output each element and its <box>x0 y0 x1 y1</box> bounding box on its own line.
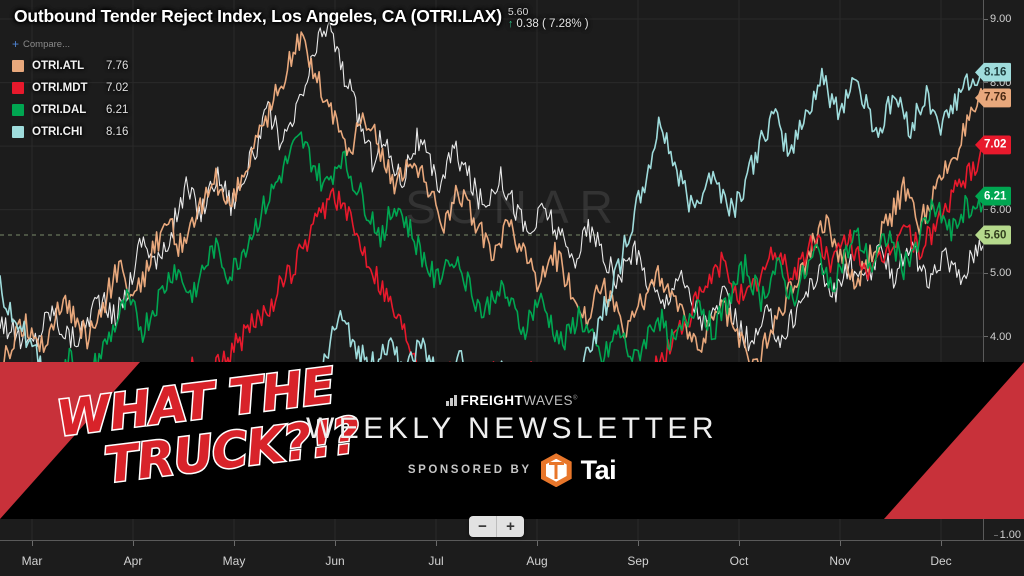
x-axis-tick-mark <box>537 541 538 546</box>
legend-series-name: OTRI.CHI <box>32 126 83 138</box>
sponsor-name: Tai <box>580 454 617 485</box>
legend-series-value: 7.76 <box>106 60 129 72</box>
y-axis-tick-5-00: 5.00 <box>984 267 1011 279</box>
series-line-otri-atl <box>0 31 983 375</box>
x-axis-tick-jun: Jun <box>325 554 345 568</box>
legend-color-swatch <box>12 126 24 138</box>
legend-series-name: OTRI.ATL <box>32 60 85 72</box>
x-axis-tick-mark <box>840 541 841 546</box>
price-tag-7-76: 7.76 <box>975 88 1012 108</box>
banner-headline: WEEKLY NEWSLETTER <box>305 412 719 446</box>
x-axis-tick-oct: Oct <box>729 554 749 568</box>
zoom-controls[interactable]: − + <box>469 516 524 537</box>
compare-label: Compare... <box>23 38 71 50</box>
legend-series-value: 7.02 <box>106 82 129 94</box>
x-axis-tick-may: May <box>222 554 246 568</box>
corner-tick-label: 1.00 <box>999 529 1021 541</box>
change-text: 0.38 ( 7.28% ) <box>516 18 589 31</box>
price-tag-6-21: 6.21 <box>975 186 1012 206</box>
x-axis[interactable]: Mar Apr May Jun Jul Aug Sep Oct Nov Dec 1.00 <box>0 529 1024 576</box>
y-axis-corner-tick: 1.00 <box>993 529 1021 541</box>
brand-bold: FREIGHT <box>460 392 524 408</box>
x-axis-tick-sep: Sep <box>627 554 649 568</box>
x-axis-tick-mark <box>335 541 336 546</box>
x-axis-tick-mark <box>941 541 942 546</box>
arrow-up-icon: ↑ <box>507 17 514 30</box>
quote-block: 5.60 ↑ 0.38 ( 7.28% ) <box>507 6 589 30</box>
legend-item-otri-mdt[interactable]: OTRI.MDT 7.02 <box>12 77 128 99</box>
y-axis-tick-9-00: 9.00 <box>984 13 1011 25</box>
series-line-otri-lax <box>0 20 983 352</box>
legend-item-otri-dal[interactable]: OTRI.DAL 6.21 <box>12 99 128 121</box>
legend-item-otri-chi[interactable]: OTRI.CHI 8.16 <box>12 121 128 143</box>
legend-color-swatch <box>12 104 24 116</box>
legend-series-value: 6.21 <box>106 104 129 116</box>
x-axis-tick-aug: Aug <box>526 554 548 568</box>
plus-icon: + <box>12 37 20 51</box>
legend-series-name: OTRI.MDT <box>32 82 88 94</box>
x-axis-tick-mar: Mar <box>21 554 43 568</box>
banner-center-stack: FREIGHTWAVES® WEEKLY NEWSLETTER SPONSORE… <box>0 362 1024 519</box>
freightwaves-wordmark: FREIGHTWAVES® <box>461 394 578 408</box>
tick-dash <box>993 534 998 536</box>
legend-color-swatch <box>12 60 24 72</box>
y-axis-tick-6-00: 6.00 <box>984 204 1011 216</box>
x-axis-tick-dec: Dec <box>930 554 952 568</box>
tai-logo-icon <box>540 453 572 488</box>
series-line-otri-dal <box>0 131 983 440</box>
x-axis-tick-nov: Nov <box>829 554 851 568</box>
x-axis-tick-mark <box>234 541 235 546</box>
change-value: ↑ 0.38 ( 7.28% ) <box>508 18 589 30</box>
price-tag-7-02: 7.02 <box>975 135 1012 155</box>
x-axis-tick-mark <box>436 541 437 546</box>
sponsor-prefix: SPONSORED BY <box>407 464 532 477</box>
legend-item-otri-atl[interactable]: OTRI.ATL 7.76 <box>12 55 128 77</box>
x-axis-tick-mark <box>133 541 134 546</box>
x-axis-tick-jul: Jul <box>428 554 444 568</box>
chart-header: Outbound Tender Reject Index, Los Angele… <box>14 6 589 30</box>
freightwaves-logo: FREIGHTWAVES® <box>446 394 578 408</box>
legend-color-swatch <box>12 82 24 94</box>
legend-series-value: 8.16 <box>106 126 129 138</box>
page-title: Outbound Tender Reject Index, Los Angele… <box>14 6 502 26</box>
x-axis-tick-mark <box>32 541 33 546</box>
y-axis-tick-4-00: 4.00 <box>984 331 1011 343</box>
brand-trademark: ® <box>573 395 578 402</box>
legend-series-name: OTRI.DAL <box>32 104 87 116</box>
price-tag-8-16: 8.16 <box>975 62 1012 82</box>
newsletter-banner: WHAT THE TRUCK?!? FREIGHTWAVES® WEEKLY N… <box>0 362 1024 519</box>
freightwaves-mark-icon <box>446 395 457 406</box>
zoom-in-button[interactable]: + <box>506 518 515 535</box>
x-axis-tick-mark <box>739 541 740 546</box>
series-legend: + Compare... OTRI.ATL 7.76 OTRI.MDT 7.02 OTR… <box>12 38 128 143</box>
brand-light: WAVES <box>523 392 574 408</box>
x-axis-tick-apr: Apr <box>123 554 143 568</box>
x-axis-tick-mark <box>638 541 639 546</box>
sponsor-row: SPONSORED BY Tai <box>407 453 617 488</box>
compare-button[interactable]: + Compare... <box>12 38 128 50</box>
price-tag-5-60: 5.60 <box>975 225 1012 245</box>
last-value: 5.60 <box>507 6 529 18</box>
zoom-out-button[interactable]: − <box>469 516 497 537</box>
